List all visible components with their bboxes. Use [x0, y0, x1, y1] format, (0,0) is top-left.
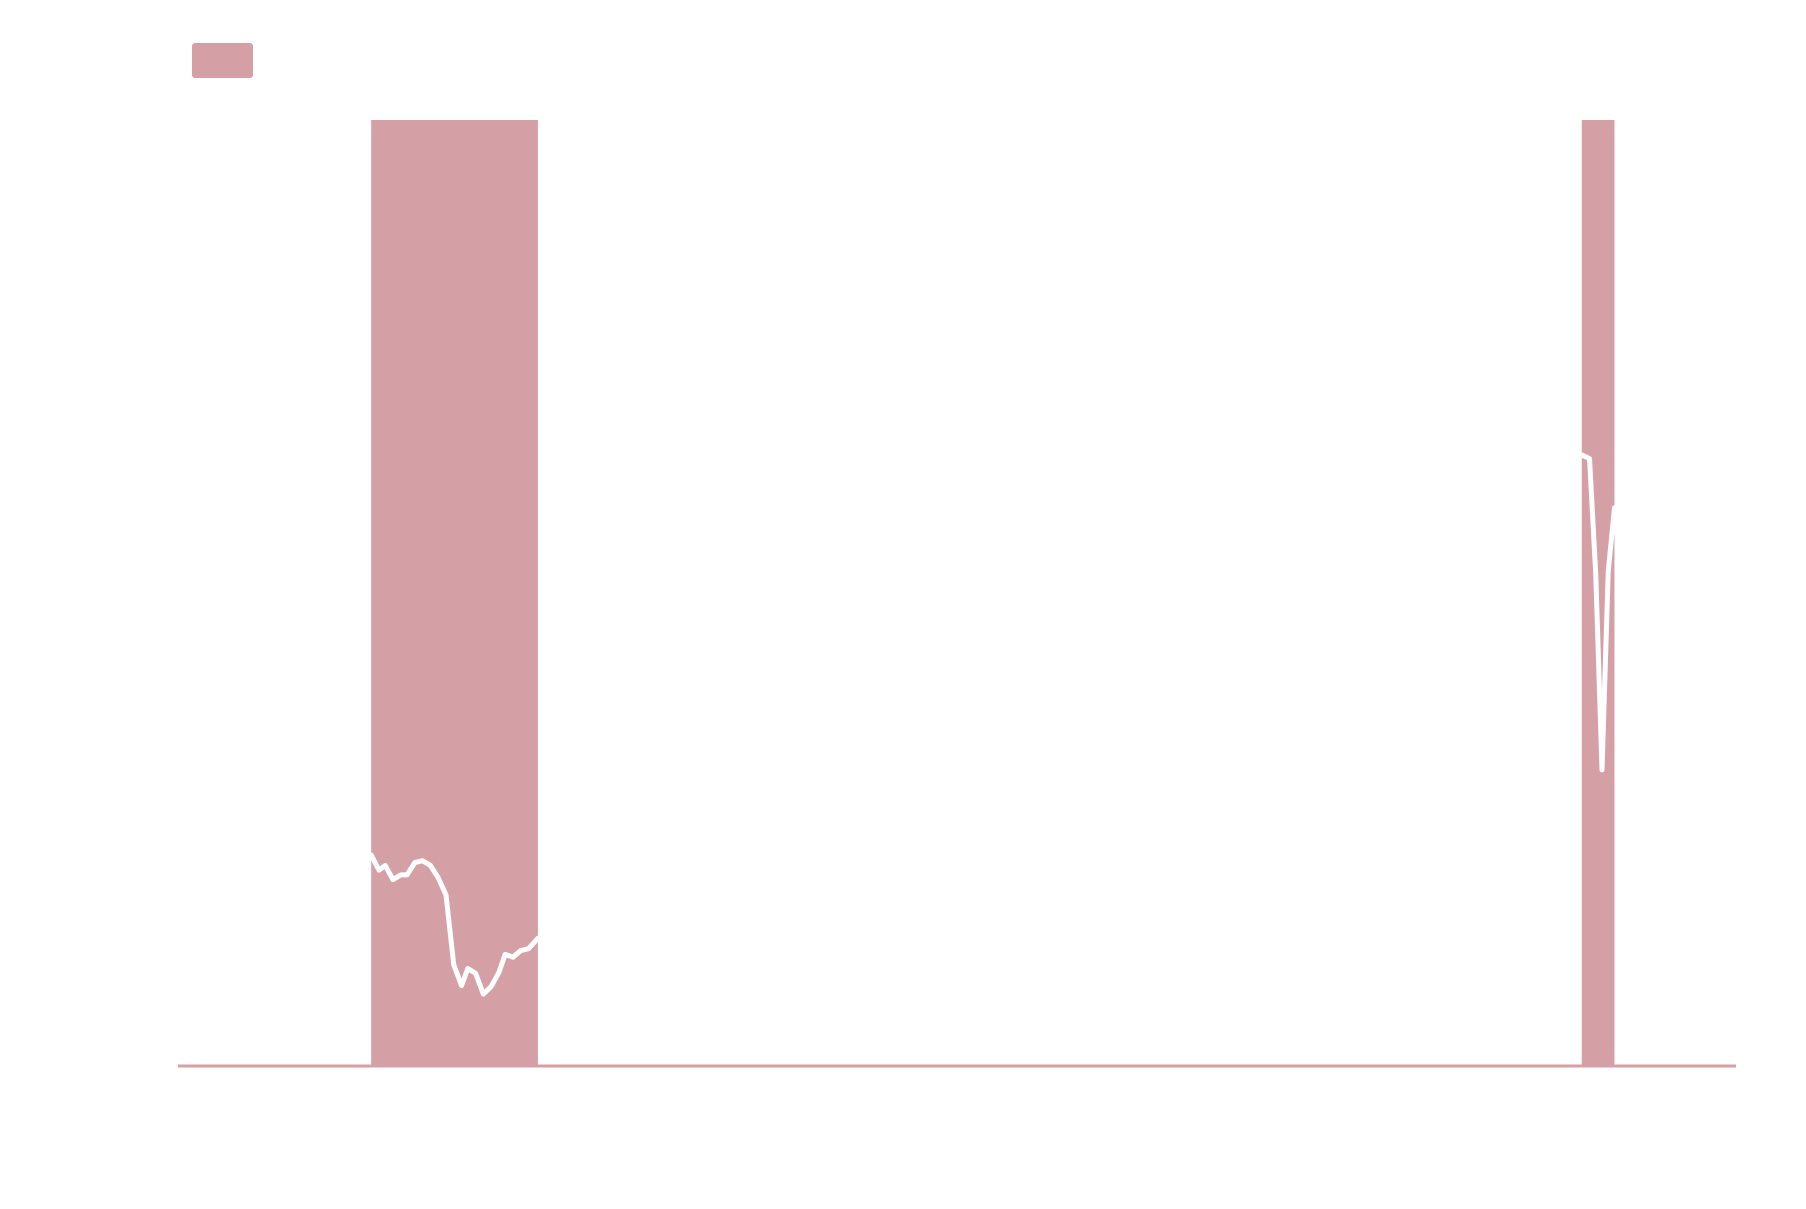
recession-band-1	[371, 120, 538, 1066]
legend	[192, 43, 253, 78]
series-lines	[368, 452, 1617, 997]
series-line-segment-2	[1579, 452, 1617, 773]
series-line-segment-1	[368, 852, 541, 997]
legend-swatch	[192, 43, 253, 78]
recession-bands	[371, 120, 1615, 1066]
